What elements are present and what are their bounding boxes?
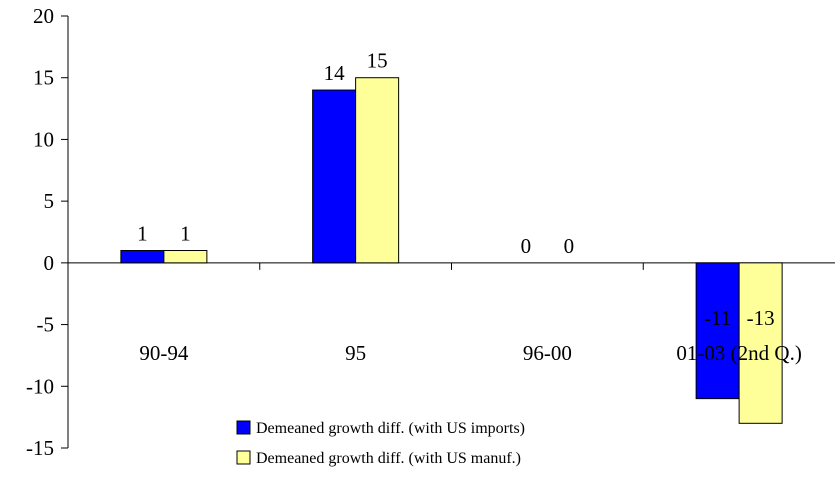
y-tick-label: -10	[26, 374, 54, 398]
legend-label: Demeaned growth diff. (with US manuf.)	[256, 450, 521, 467]
data-label: 15	[367, 49, 388, 73]
data-label: -11	[704, 306, 731, 330]
bar-manuf-3	[738, 262, 783, 424]
data-label: 0	[564, 234, 575, 258]
y-tick-label: -5	[37, 313, 55, 337]
bar-imports-1	[312, 89, 357, 264]
y-tick-label: 15	[33, 66, 54, 90]
y-tick-label: -15	[26, 436, 54, 460]
x-category-label: 96-00	[523, 341, 572, 365]
y-tick-label: 0	[44, 251, 55, 275]
x-category-label: 01-03 (2nd Q.)	[676, 341, 801, 365]
data-label: 14	[324, 61, 346, 85]
data-label: -13	[747, 306, 775, 330]
bar-imports-0	[120, 250, 165, 264]
y-tick-label: 20	[33, 4, 54, 28]
x-category-label: 95	[345, 341, 366, 365]
bar-manuf-1	[355, 77, 400, 264]
data-label: 1	[180, 222, 191, 246]
legend-swatch-manuf	[236, 450, 251, 465]
x-category-label: 90-94	[139, 341, 188, 365]
data-label: 0	[521, 234, 532, 258]
data-label: 1	[137, 222, 148, 246]
y-tick-label: 10	[33, 127, 54, 151]
bar-manuf-0	[163, 250, 208, 264]
legend-swatch-imports	[236, 420, 251, 435]
legend-label: Demeaned growth diff. (with US imports)	[256, 420, 525, 437]
y-tick-label: 5	[44, 189, 55, 213]
bar-imports-3	[695, 262, 740, 400]
